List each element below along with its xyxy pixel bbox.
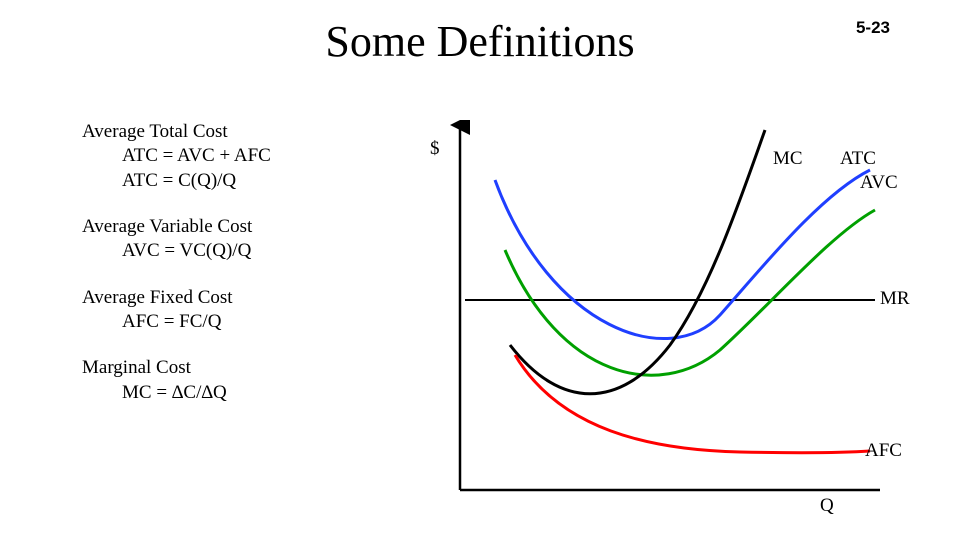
def-formula: AFC = FC/Q bbox=[82, 310, 402, 334]
def-formula: ATC = C(Q)/Q bbox=[82, 169, 402, 193]
afc-label: AFC bbox=[865, 440, 902, 462]
chart-svg bbox=[420, 120, 920, 520]
atc-curve bbox=[495, 170, 870, 339]
x-axis-label: Q bbox=[820, 495, 834, 517]
def-heading: Marginal Cost bbox=[82, 356, 402, 380]
def-heading: Average Fixed Cost bbox=[82, 286, 402, 310]
cost-curves-chart: $ Q MC ATC AVC MR AFC bbox=[420, 120, 920, 520]
atc-label: ATC bbox=[840, 148, 876, 170]
mc-curve bbox=[510, 130, 765, 394]
def-formula: MC = ∆C/∆Q bbox=[82, 381, 402, 405]
def-formula: AVC = VC(Q)/Q bbox=[82, 239, 402, 263]
avc-label: AVC bbox=[860, 172, 898, 194]
y-axis-label: $ bbox=[430, 138, 440, 160]
def-formula: ATC = AVC + AFC bbox=[82, 144, 402, 168]
mr-label: MR bbox=[880, 288, 910, 310]
avc-curve bbox=[505, 210, 875, 375]
definitions-column: Average Total Cost ATC = AVC + AFC ATC =… bbox=[82, 120, 402, 427]
def-heading: Average Total Cost bbox=[82, 120, 402, 144]
def-afc: Average Fixed Cost AFC = FC/Q bbox=[82, 286, 402, 335]
mc-label: MC bbox=[773, 148, 803, 170]
page-title: Some Definitions bbox=[0, 16, 960, 67]
def-heading: Average Variable Cost bbox=[82, 215, 402, 239]
def-atc: Average Total Cost ATC = AVC + AFC ATC =… bbox=[82, 120, 402, 193]
def-avc: Average Variable Cost AVC = VC(Q)/Q bbox=[82, 215, 402, 264]
def-mc: Marginal Cost MC = ∆C/∆Q bbox=[82, 356, 402, 405]
afc-curve bbox=[515, 355, 870, 453]
